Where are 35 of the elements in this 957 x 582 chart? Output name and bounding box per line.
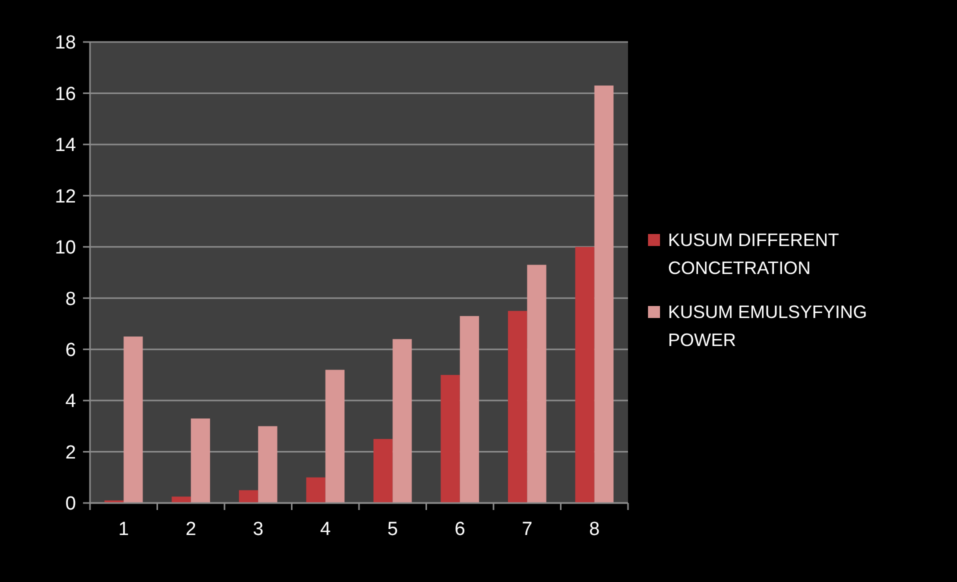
x-tick-label: 1 [118,519,129,540]
legend-label: KUSUM EMULSYFYING POWER [668,302,868,350]
x-tick-label: 8 [589,519,600,540]
x-tick-label: 6 [454,519,466,540]
x-tick-label: 2 [186,519,196,540]
bar [172,496,191,503]
bar [258,426,278,503]
bar [190,418,210,503]
y-tick-label: 8 [65,288,76,310]
bar [575,246,594,503]
y-tick-label: 6 [65,340,76,361]
x-tick-label: 4 [320,519,332,540]
bar [392,339,412,503]
y-tick-label: 4 [65,391,76,412]
bar [124,336,143,503]
y-tick-label: 18 [54,32,76,54]
bar [508,310,528,503]
x-tick-label: 5 [387,519,398,540]
bar [306,477,326,503]
bar [373,438,393,503]
y-tick-label: 0 [65,494,76,515]
y-tick-label: 16 [54,84,76,105]
legend-label: KUSUM DIFFERENT CONCETRATION [668,230,840,278]
bar [527,264,546,503]
bar [594,86,614,503]
bar [325,370,345,503]
x-tick-label: 7 [522,519,532,540]
y-tick-label: 12 [54,186,76,208]
y-tick-label: 10 [54,238,76,259]
y-tick-label: 2 [65,442,76,464]
bar [440,374,460,503]
bar [238,490,258,503]
x-tick-label: 3 [252,519,264,540]
bar [460,316,480,503]
y-tick-label: 14 [54,135,76,156]
